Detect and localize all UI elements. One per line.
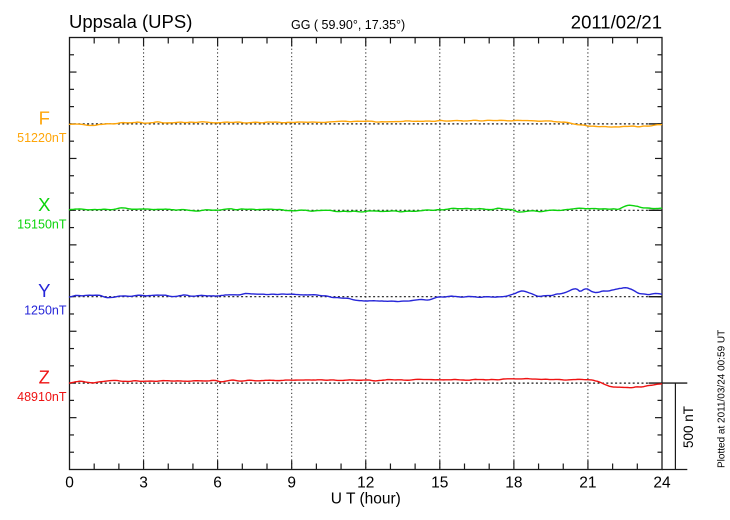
svg-text:Plotted at 2011/03/24 00:59 UT: Plotted at 2011/03/24 00:59 UT [717,330,728,468]
svg-text:21: 21 [579,475,596,492]
svg-text:24: 24 [653,475,671,492]
svg-text:6: 6 [213,475,222,492]
svg-text:1250nT: 1250nT [24,304,67,318]
svg-text:Uppsala (UPS): Uppsala (UPS) [69,11,192,32]
svg-text:3: 3 [139,475,148,492]
svg-text:18: 18 [505,475,522,492]
svg-text:15150nT: 15150nT [17,217,67,231]
svg-text:2011/02/21: 2011/02/21 [571,11,662,32]
svg-text:Y: Y [38,280,50,301]
svg-text:48910nT: 48910nT [17,390,67,404]
svg-text:Z: Z [39,367,50,388]
svg-text:51220nT: 51220nT [17,131,67,145]
svg-text:9: 9 [287,475,296,492]
svg-text:15: 15 [431,475,448,492]
svg-text:12: 12 [357,475,374,492]
svg-text:F: F [39,107,50,128]
svg-text:X: X [38,194,50,215]
svg-text:0: 0 [65,475,74,492]
svg-text:U T (hour): U T (hour) [331,491,401,508]
svg-text:GG ( 59.90°, 17.35°): GG ( 59.90°, 17.35°) [291,18,405,32]
svg-text:500 nT: 500 nT [681,406,696,448]
